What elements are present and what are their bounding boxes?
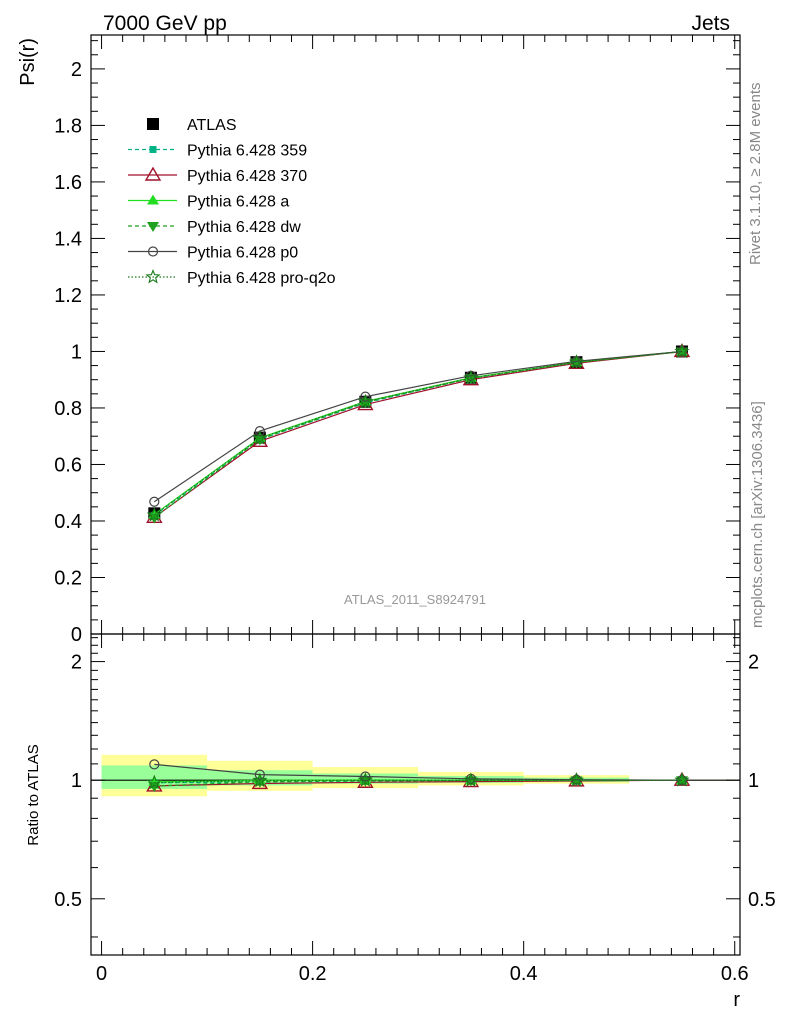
rivet-version-label: Rivet 3.1.10, ≥ 2.8M events [747, 83, 764, 266]
legend-marker-pa [147, 194, 159, 205]
y-tick-label: 1.8 [54, 115, 82, 137]
legend-label-pq2o: Pythia 6.428 pro-q2o [187, 270, 336, 287]
legend-label-pdw: Pythia 6.428 dw [187, 219, 301, 236]
main-series-p359 [150, 347, 686, 519]
ratio-line-pp0 [154, 763, 683, 781]
y-tick-label: 1.6 [54, 172, 82, 194]
ratio-point-pq2o [252, 772, 268, 788]
ratio-line-p359 [154, 779, 683, 784]
y-tick-label: 0.2 [54, 567, 82, 589]
ratio-point-pq2o [568, 772, 585, 787]
x-tick-label: 0 [96, 963, 107, 985]
legend-entry-atlas: ATLAS [147, 117, 237, 134]
legend-entry-p370: Pythia 6.428 370 [128, 166, 307, 185]
ratio-y-tick-label: 1 [71, 770, 82, 792]
main-point-pq2o [463, 369, 479, 385]
header-energy-label: 7000 GeV pp [103, 12, 227, 35]
x-tick-label: 0.6 [721, 963, 749, 985]
main-series-pp0 [149, 346, 688, 507]
legend-marker-pp0 [147, 246, 159, 257]
ratio-line-pq2o [154, 779, 682, 784]
legend-marker-pq2o [145, 268, 161, 284]
ratio-point-pq2o [357, 772, 374, 787]
ratio-point-pq2o [146, 774, 162, 790]
main-series-atlas [148, 345, 688, 520]
ratio-y-tick-label-right: 2 [748, 652, 759, 674]
main-series-pa [148, 345, 688, 519]
legend-entry-pq2o: Pythia 6.428 pro-q2o [128, 268, 336, 287]
ratio-point-pq2o [674, 772, 690, 787]
main-point-pq2o [146, 507, 162, 522]
main-point-pq2o [357, 393, 374, 409]
ratio-y-axis-label: Ratio to ATLAS [25, 744, 42, 845]
y-tick-label: 2 [71, 59, 82, 81]
x-tick-label: 0.2 [299, 963, 327, 985]
legend-marker-p370 [144, 166, 162, 181]
main-line-p370 [153, 350, 683, 518]
legend-label-p370: Pythia 6.428 370 [187, 168, 307, 185]
y-tick-label: 0.8 [54, 398, 82, 420]
main-line-pq2o [153, 350, 683, 516]
main-point-pq2o [252, 430, 268, 445]
ratio-point-pp0 [254, 769, 265, 780]
main-point-pp0 [254, 426, 265, 437]
ratio-point-pq2o [463, 772, 479, 787]
main-point-pdw [253, 435, 266, 446]
ratio-y-tick-label: 0.5 [54, 889, 82, 911]
main-line-pdw [153, 350, 683, 519]
x-axis-label: r [733, 989, 740, 1011]
legend-label-pp0: Pythia 6.428 p0 [187, 245, 298, 262]
ratio-y-tick-label-right: 1 [748, 770, 759, 792]
x-tick-label: 0.4 [510, 963, 538, 985]
ratio-series-pp0 [149, 759, 688, 786]
analysis-watermark: ATLAS_2011_S8924791 [344, 592, 486, 607]
legend-marker-p359 [149, 146, 157, 153]
main-panel: 0 0.2 0.4 0.6 0.8 1 1.2 1.4 1.6 1.8 2 [54, 34, 741, 646]
y-tick-label: 0 [71, 624, 82, 646]
ratio-series-pq2o [146, 772, 690, 790]
main-series-p370 [146, 343, 691, 524]
header-jets-label: Jets [691, 12, 730, 35]
legend-marker-atlas [147, 118, 159, 130]
y-tick-label: 0.6 [54, 454, 82, 476]
ratio-panel: 0 0.2 0.4 0.6 0.5 0.5 1 1 2 2 [54, 633, 776, 985]
main-point-pq2o [568, 354, 585, 369]
legend: ATLAS Pythia 6.428 359 Pythia 6.428 370 Pyt… [128, 117, 336, 287]
main-line-pa [153, 350, 683, 515]
main-point-pdw [675, 347, 688, 358]
legend-marker-pdw [147, 222, 159, 232]
y-tick-label: 1.4 [54, 228, 82, 250]
ratio-point-pp0 [360, 771, 371, 782]
main-point-pp0 [149, 496, 160, 507]
legend-label-pa: Pythia 6.428 a [187, 194, 289, 211]
legend-entry-pdw: Pythia 6.428 dw [128, 219, 301, 236]
main-series-pq2o [146, 343, 690, 522]
y-tick-label: 1 [71, 341, 82, 363]
main-line-p359 [153, 350, 683, 516]
ratio-y-tick-label-right: 0.5 [748, 889, 776, 911]
ratio-point-pdw [359, 776, 372, 787]
legend-entry-p359: Pythia 6.428 359 [128, 143, 307, 160]
ratio-frame [90, 633, 741, 956]
mcplots-label: mcplots.cern.ch [arXiv:1306.3436] [749, 401, 766, 628]
legend-label-p359: Pythia 6.428 359 [187, 143, 307, 160]
legend-label-atlas: ATLAS [187, 117, 237, 134]
legend-entry-pa: Pythia 6.428 a [128, 194, 289, 211]
main-point-pq2o [674, 343, 690, 358]
main-series-pdw [148, 347, 688, 524]
y-tick-label: 0.4 [54, 511, 82, 533]
ratio-point-pp0 [149, 759, 160, 770]
y-tick-label: 1.2 [54, 285, 82, 307]
ratio-y-tick-label: 2 [71, 652, 82, 674]
legend-entry-pp0: Pythia 6.428 p0 [128, 245, 298, 262]
ratio-line-pdw [154, 779, 683, 787]
main-y-axis-label: Psi(r) [17, 38, 39, 86]
main-line-pp0 [153, 350, 683, 503]
ratio-point-pdw [570, 776, 583, 787]
ratio-point-pdw [675, 776, 688, 787]
